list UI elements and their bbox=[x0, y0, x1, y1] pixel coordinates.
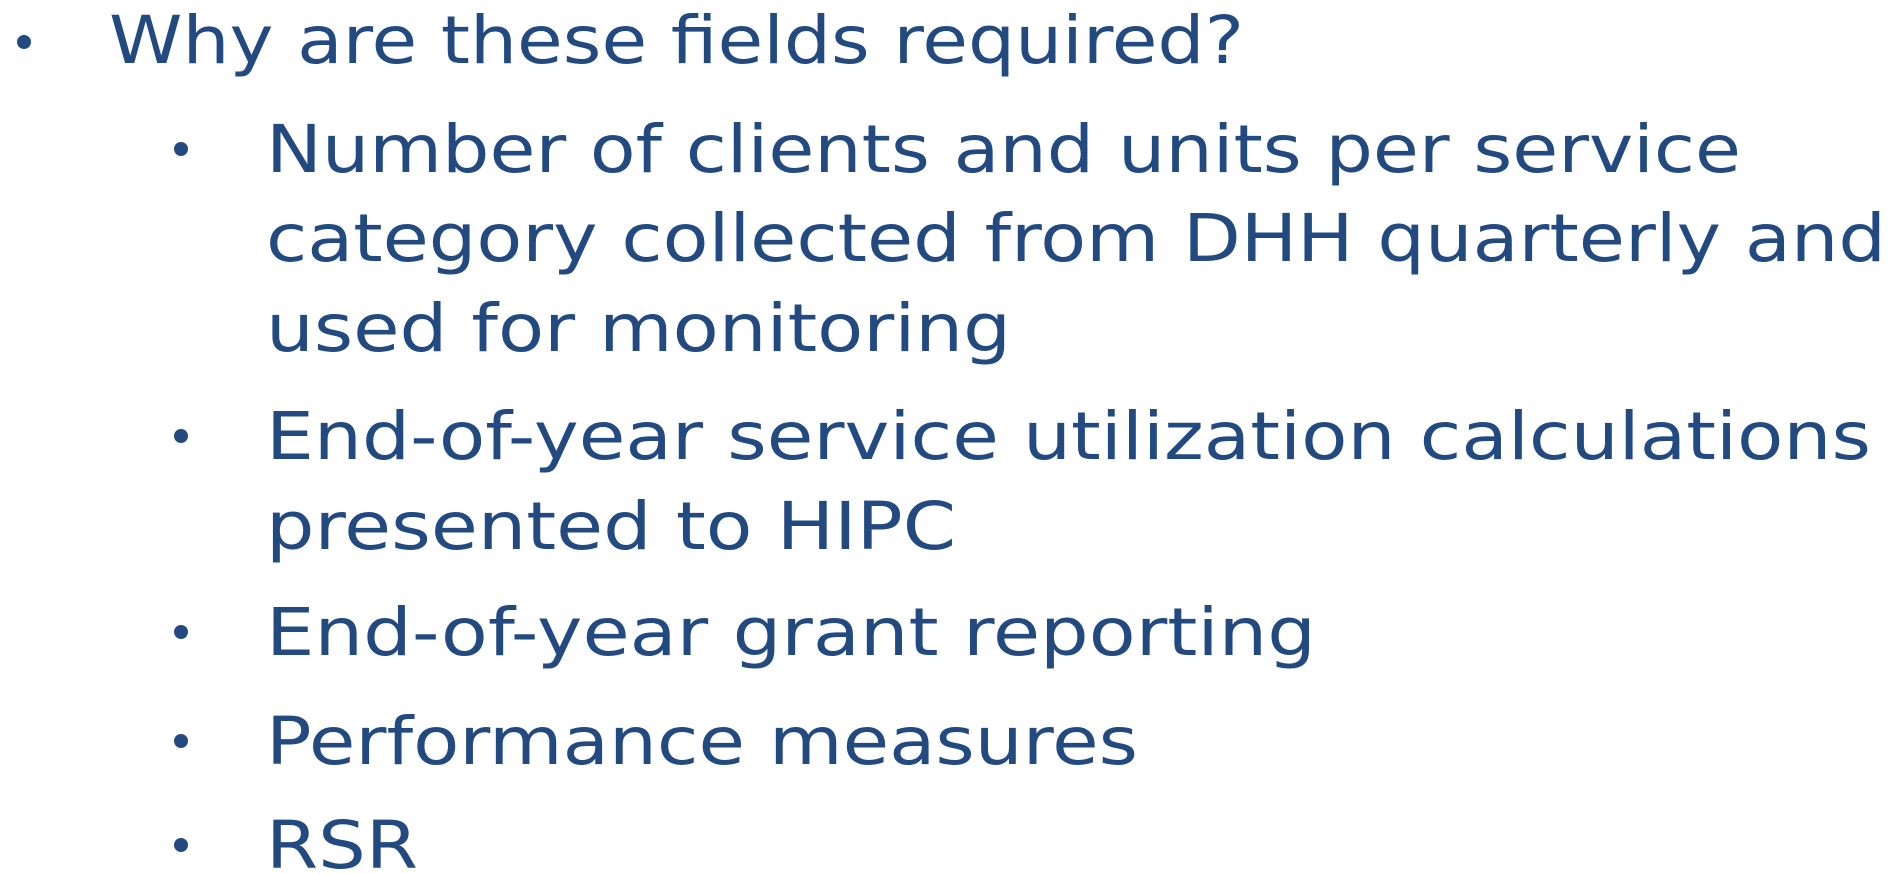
bullet bbox=[17, 35, 31, 49]
bullet bbox=[174, 625, 188, 639]
item-line: RSR bbox=[266, 807, 418, 874]
bullet bbox=[174, 734, 188, 748]
item-line: End-of-year grant reporting bbox=[266, 594, 1316, 671]
item-line: Performance measures bbox=[266, 703, 1138, 780]
bullet bbox=[174, 142, 188, 156]
bullet bbox=[174, 429, 188, 443]
heading: Why are these fields required? bbox=[109, 2, 1244, 79]
item-line: End-of-year service utilization calculat… bbox=[266, 398, 1871, 475]
item-line: presented to HIPC bbox=[266, 488, 956, 565]
item-line: category collected from DHH quarterly an… bbox=[266, 200, 1886, 277]
item-line: Number of clients and units per service bbox=[266, 111, 1741, 188]
item-line: used for monitoring bbox=[266, 290, 1011, 367]
bullet bbox=[174, 838, 188, 852]
